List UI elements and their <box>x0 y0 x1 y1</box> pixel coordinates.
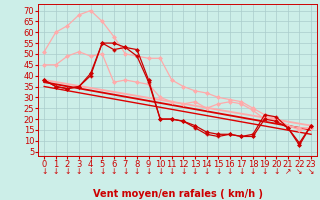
Text: ↓: ↓ <box>111 167 117 176</box>
Text: ↓: ↓ <box>192 167 198 176</box>
Text: ↓: ↓ <box>250 167 256 176</box>
Text: ↘: ↘ <box>308 167 314 176</box>
X-axis label: Vent moyen/en rafales ( km/h ): Vent moyen/en rafales ( km/h ) <box>92 189 263 199</box>
Text: ↓: ↓ <box>122 167 129 176</box>
Text: ↓: ↓ <box>52 167 59 176</box>
Text: ↗: ↗ <box>284 167 291 176</box>
Text: ↓: ↓ <box>41 167 47 176</box>
Text: ↓: ↓ <box>99 167 105 176</box>
Text: ↓: ↓ <box>169 167 175 176</box>
Text: ↓: ↓ <box>204 167 210 176</box>
Text: ↓: ↓ <box>76 167 82 176</box>
Text: ↓: ↓ <box>227 167 233 176</box>
Text: ↓: ↓ <box>157 167 164 176</box>
Text: ↓: ↓ <box>64 167 71 176</box>
Text: ↓: ↓ <box>238 167 244 176</box>
Text: ↓: ↓ <box>134 167 140 176</box>
Text: ↓: ↓ <box>87 167 94 176</box>
Text: ↓: ↓ <box>180 167 187 176</box>
Text: ↓: ↓ <box>261 167 268 176</box>
Text: ↘: ↘ <box>296 167 303 176</box>
Text: ↓: ↓ <box>145 167 152 176</box>
Text: ↓: ↓ <box>273 167 279 176</box>
Text: ↓: ↓ <box>215 167 221 176</box>
